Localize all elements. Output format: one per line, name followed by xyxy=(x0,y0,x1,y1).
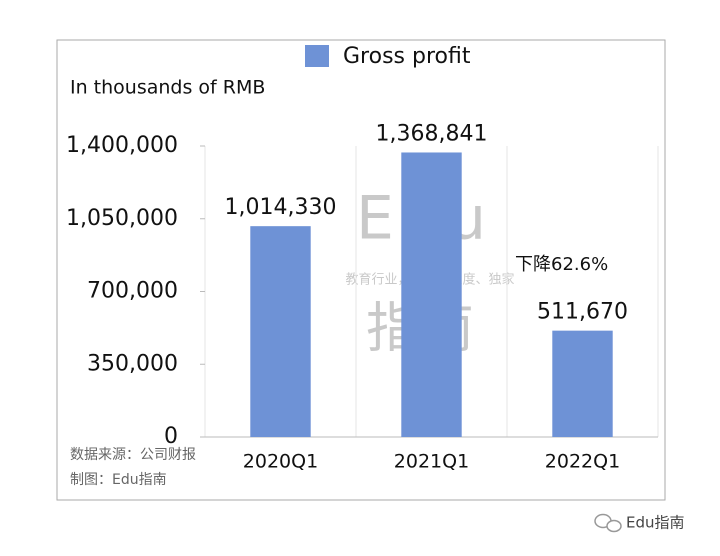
chart-frame xyxy=(56,39,666,501)
bar xyxy=(250,226,311,437)
y-tick-label: 350,000 xyxy=(87,351,178,376)
value-label: 1,368,841 xyxy=(376,121,488,146)
value-label: 1,014,330 xyxy=(225,195,337,220)
y-tick-label: 0 xyxy=(164,424,178,449)
x-tick-label: 2022Q1 xyxy=(545,451,620,473)
brand-icon xyxy=(594,513,622,533)
y-tick-label: 700,000 xyxy=(87,279,178,304)
source-note: 数据来源：公司财报 xyxy=(70,447,196,463)
y-axis-label: In thousands of RMB xyxy=(70,77,265,99)
credit-note: 制图：Edu指南 xyxy=(70,472,167,488)
x-tick-label: 2021Q1 xyxy=(394,451,469,473)
y-tick-label: 1,050,000 xyxy=(66,206,178,231)
bar xyxy=(552,330,613,437)
value-label: 511,670 xyxy=(537,300,628,325)
legend-swatch xyxy=(305,45,329,67)
legend-label: Gross profit xyxy=(343,44,471,69)
x-tick-label: 2020Q1 xyxy=(243,451,318,473)
annotation: 下降62.6% xyxy=(515,254,608,275)
bar xyxy=(401,152,462,437)
y-tick-label: 1,400,000 xyxy=(66,133,178,158)
brand: Edu指南 xyxy=(626,514,685,532)
